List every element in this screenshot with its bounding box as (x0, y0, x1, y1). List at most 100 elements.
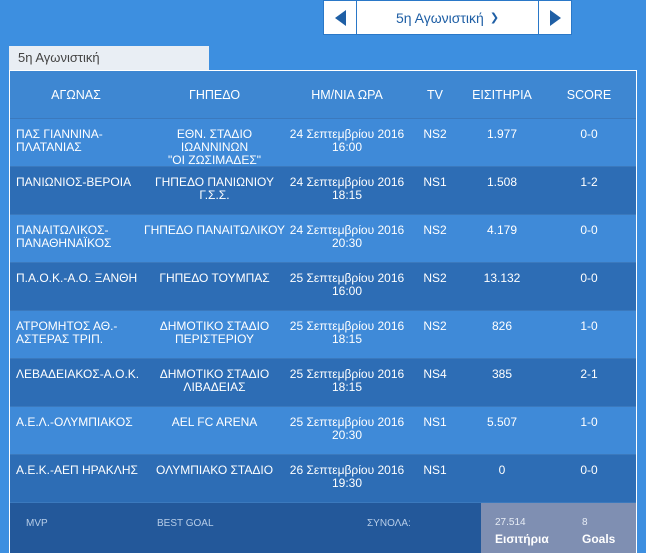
round-select[interactable]: 5η Αγωνιστική ❯ (357, 0, 538, 35)
stadium-line-2: Γ.Σ.Σ. (199, 188, 230, 202)
date: 26 Σεπτεμβρίου 2016 (289, 463, 405, 477)
match-line-1: ΠΑΣ ΓΙΑΝΝΙΝΑ- (16, 127, 103, 141)
time: 19:30 (331, 476, 363, 490)
match-cell: ΠΑΣ ΓΙΑΝΝΙΝΑ- ΠΛΑΤΑΝΙΑΣ (10, 128, 142, 167)
stadium-cell: AEL FC ARENA (142, 416, 287, 454)
stadium-line-2: ΛΙΒΑΔΕΙΑΣ (183, 380, 246, 394)
datetime-cell: 24 Σεπτεμβρίου 2016 20:30 (287, 224, 407, 262)
score-cell: 0-0 (580, 271, 598, 285)
datetime-cell: 24 Σεπτεμβρίου 2016 18:15 (287, 176, 407, 214)
stadium-line-1: ΕΘΝ. ΣΤΑΔΙΟ ΙΩΑΝΝΙΝΩΝ (176, 127, 253, 154)
round-tab: 5η Αγωνιστική (9, 46, 209, 70)
date: 25 Σεπτεμβρίου 2016 (289, 271, 405, 285)
table-row: Π.Α.Ο.Κ.-Α.Ο. ΞΑΝΘΗ ΓΗΠΕΔΟ ΤΟΥΜΠΑΣ 25 Σε… (10, 262, 636, 310)
match-cell: ΑΤΡΟΜΗΤΟΣ ΑΘ.- ΑΣΤΕΡΑΣ ΤΡΙΠ. (10, 320, 142, 358)
table-header: ΑΓΩΝΑΣ ΓΗΠΕΔΟ ΗΜ/ΝΙΑ ΩΡΑ TV ΕΙΣΙΤΗΡΙΑ SC… (10, 71, 636, 118)
match-cell: ΠΑΝΑΙΤΩΛΙΚΟΣ- ΠΑΝΑΘΗΝΑΪΚΟΣ (10, 224, 142, 262)
date: 24 Σεπτεμβρίου 2016 (289, 223, 405, 237)
match-line-2: ΑΣΤΕΡΑΣ ΤΡΙΠ. (16, 332, 104, 346)
stadium-line-1: ΔΗΜΟΤΙΚΟ ΣΤΑΔΙΟ (159, 319, 270, 333)
match-line-1: ΠΑΝΙΩΝΙΟΣ-ΒΕΡΟΙΑ (16, 175, 132, 189)
tickets-cell: 4.179 (486, 223, 518, 237)
match-line-1: Α.Ε.Λ.-ΟΛΥΜΠΙΑΚΟΣ (16, 415, 133, 429)
match-line-2: ΠΑΝΑΘΗΝΑΪΚΟΣ (16, 236, 112, 250)
time: 16:00 (331, 284, 363, 298)
match-line-2: ΠΛΑΤΑΝΙΑΣ (16, 140, 82, 154)
round-navigation: 5η Αγωνιστική ❯ (323, 0, 572, 35)
best-goal-label: BEST GOAL (157, 518, 214, 529)
stadium-line-1: ΓΗΠΕΔΟ ΠΑΝΑΙΤΩΛΙΚΟΥ (143, 223, 286, 237)
time: 16:00 (331, 140, 363, 154)
tickets-cell: 0 (498, 463, 506, 477)
stadium-cell: ΔΗΜΟΤΙΚΟ ΣΤΑΔΙΟ ΠΕΡΙΣΤΕΡΙΟΥ (142, 320, 287, 358)
datetime-cell: 25 Σεπτεμβρίου 2016 18:15 (287, 368, 407, 406)
stadium-line-1: ΓΗΠΕΔΟ ΠΑΝΙΩΝΙΟΥ (155, 175, 274, 189)
tickets-cell: 13.132 (483, 271, 521, 285)
stadium-line-2: "ΟΙ ΖΩΣΙΜΑΔΕΣ" (167, 153, 261, 167)
time: 18:15 (331, 188, 363, 202)
mvp-label: MVP (26, 518, 48, 529)
tv-cell: NS1 (423, 463, 447, 477)
round-select-label: 5η Αγωνιστική (395, 9, 484, 26)
stadium-cell: ΓΗΠΕΔΟ ΠΑΝΑΙΤΩΛΙΚΟΥ (142, 224, 287, 262)
table-row: ΠΑΣ ΓΙΑΝΝΙΝΑ- ΠΛΑΤΑΝΙΑΣ ΕΘΝ. ΣΤΑΔΙΟ ΙΩΑΝΝ… (10, 118, 636, 167)
tickets-cell: 5.507 (486, 415, 518, 429)
time: 18:15 (331, 380, 363, 394)
totals-box: 27.514 Εισιτήρια 8 Goals (481, 503, 636, 553)
stadium-cell: ΓΗΠΕΔΟ ΠΑΝΙΩΝΙΟΥ Γ.Σ.Σ. (142, 176, 287, 214)
time: 20:30 (331, 236, 363, 250)
triangle-left-icon (334, 9, 346, 26)
totals-label: ΣΥΝΟΛΑ: (367, 518, 411, 529)
header-tv: TV (427, 87, 443, 102)
tv-cell: NS4 (423, 367, 447, 381)
match-cell: Α.Ε.Λ.-ΟΛΥΜΠΙΑΚΟΣ (10, 416, 142, 454)
match-cell: Π.Α.Ο.Κ.-Α.Ο. ΞΑΝΘΗ (10, 272, 142, 310)
stadium-line-1: ΔΗΜΟΤΙΚΟ ΣΤΑΔΙΟ (159, 367, 270, 381)
score-cell: 1-0 (580, 415, 598, 429)
score-cell: 0-0 (580, 127, 598, 141)
stadium-cell: ΓΗΠΕΔΟ ΤΟΥΜΠΑΣ (142, 272, 287, 310)
score-cell: 1-2 (580, 175, 598, 189)
table-row: ΠΑΝΙΩΝΙΟΣ-ΒΕΡΟΙΑ ΓΗΠΕΔΟ ΠΑΝΙΩΝΙΟΥ Γ.Σ.Σ. … (10, 166, 636, 214)
table-row: Α.Ε.Κ.-ΑΕΠ ΗΡΑΚΛΗΣ ΟΛΥΜΠΙΑΚΟ ΣΤΑΔΙΟ 26 Σ… (10, 454, 636, 502)
tv-cell: NS1 (423, 175, 447, 189)
match-line-1: Π.Α.Ο.Κ.-Α.Ο. ΞΑΝΘΗ (16, 271, 138, 285)
goals-total-label: Goals (582, 532, 616, 546)
table-row: Α.Ε.Λ.-ΟΛΥΜΠΙΑΚΟΣ AEL FC ARENA 25 Σεπτεμ… (10, 406, 636, 454)
previous-round-button[interactable] (323, 0, 357, 35)
match-cell: ΛΕΒΑΔΕΙΑΚΟΣ-Α.Ο.Κ. (10, 368, 142, 406)
match-line-1: ΑΤΡΟΜΗΤΟΣ ΑΘ.- (16, 319, 118, 333)
stadium-cell: ΕΘΝ. ΣΤΑΔΙΟ ΙΩΑΝΝΙΝΩΝ "ΟΙ ΖΩΣΙΜΑΔΕΣ" (142, 128, 287, 167)
datetime-cell: 24 Σεπτεμβρίου 2016 16:00 (287, 128, 407, 167)
stadium-cell: ΟΛΥΜΠΙΑΚΟ ΣΤΑΔΙΟ (142, 464, 287, 502)
score-cell: 0-0 (580, 463, 598, 477)
goals-total: 8 (582, 517, 588, 528)
stadium-line-1: AEL FC ARENA (171, 415, 258, 429)
tv-cell: NS2 (423, 223, 447, 237)
stadium-line-1: ΟΛΥΜΠΙΑΚΟ ΣΤΑΔΙΟ (155, 463, 274, 477)
match-line-1: ΠΑΝΑΙΤΩΛΙΚΟΣ- (16, 223, 109, 237)
stadium-line-1: ΓΗΠΕΔΟ ΤΟΥΜΠΑΣ (159, 271, 270, 285)
score-cell: 0-0 (580, 223, 598, 237)
time: 20:30 (331, 428, 363, 442)
header-match: ΑΓΩΝΑΣ (51, 87, 101, 102)
tickets-cell: 826 (491, 319, 513, 333)
totals-footer: MVP BEST GOAL ΣΥΝΟΛΑ: 27.514 Εισιτήρια 8… (10, 502, 636, 553)
match-cell: Α.Ε.Κ.-ΑΕΠ ΗΡΑΚΛΗΣ (10, 464, 142, 502)
date: 25 Σεπτεμβρίου 2016 (289, 319, 405, 333)
next-round-button[interactable] (538, 0, 572, 35)
tv-cell: NS2 (423, 271, 447, 285)
tickets-total-label: Εισιτήρια (495, 532, 549, 546)
date: 25 Σεπτεμβρίου 2016 (289, 367, 405, 381)
date: 25 Σεπτεμβρίου 2016 (289, 415, 405, 429)
tv-cell: NS1 (423, 415, 447, 429)
datetime-cell: 26 Σεπτεμβρίου 2016 19:30 (287, 464, 407, 502)
table-row: ΠΑΝΑΙΤΩΛΙΚΟΣ- ΠΑΝΑΘΗΝΑΪΚΟΣ ΓΗΠΕΔΟ ΠΑΝΑΙΤΩ… (10, 214, 636, 262)
datetime-cell: 25 Σεπτεμβρίου 2016 16:00 (287, 272, 407, 310)
match-line-1: ΛΕΒΑΔΕΙΑΚΟΣ-Α.Ο.Κ. (16, 367, 140, 381)
header-datetime: ΗΜ/ΝΙΑ ΩΡΑ (311, 87, 383, 102)
date: 24 Σεπτεμβρίου 2016 (289, 127, 405, 141)
score-cell: 2-1 (580, 367, 598, 381)
header-stadium: ΓΗΠΕΔΟ (188, 87, 241, 102)
fixtures-table: ΑΓΩΝΑΣ ΓΗΠΕΔΟ ΗΜ/ΝΙΑ ΩΡΑ TV ΕΙΣΙΤΗΡΙΑ SC… (9, 70, 637, 553)
